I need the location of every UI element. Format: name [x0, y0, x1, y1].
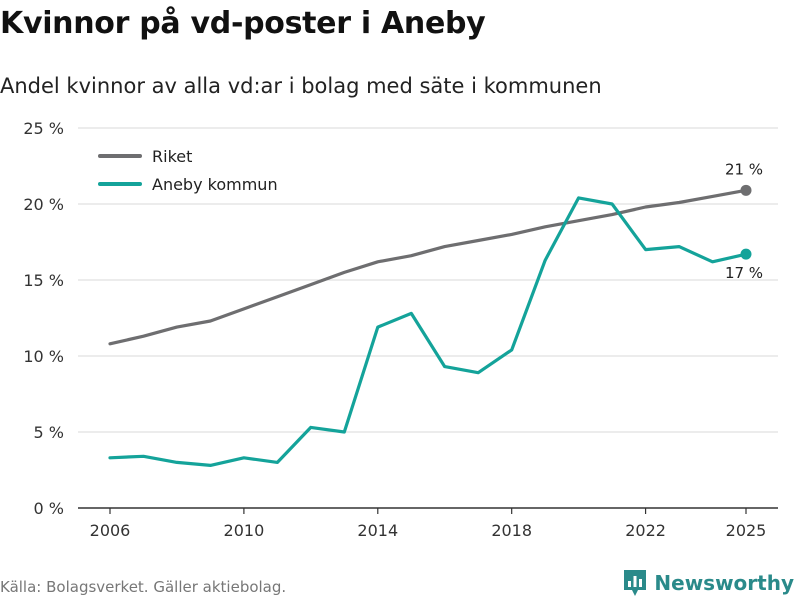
series-line-riket [108, 188, 748, 346]
y-tick-label: 0 % [34, 499, 64, 518]
y-tick-label: 20 % [23, 195, 64, 214]
end-point-riket [740, 184, 752, 196]
x-tick-label: 2006 [90, 521, 131, 540]
end-label-riket: 21 % [725, 160, 763, 178]
x-tick-label: 2025 [726, 521, 767, 540]
end-label-aneby-kommun: 17 % [725, 264, 763, 282]
x-tick-label: 2018 [491, 521, 532, 540]
y-tick-label: 25 % [23, 119, 64, 138]
y-tick-label: 15 % [23, 271, 64, 290]
x-tick-label: 2022 [625, 521, 666, 540]
series-line-aneby-kommun [108, 196, 748, 467]
chart-title: Kvinnor på vd-poster i Aneby [0, 6, 486, 41]
y-tick-label: 5 % [34, 423, 64, 442]
legend: Riket Aneby kommun [98, 147, 278, 194]
chart-subtitle: Andel kvinnor av alla vd:ar i bolag med … [0, 74, 602, 98]
brand-name: Newsworthy [654, 571, 794, 595]
x-tick-label: 2010 [224, 521, 265, 540]
y-tick-label: 10 % [23, 347, 64, 366]
x-tick-label: 2014 [357, 521, 398, 540]
brand-logo: Newsworthy [622, 568, 794, 598]
gridlines [78, 127, 778, 433]
legend-label: Riket [152, 147, 192, 166]
series-group: 21 % 17 % [108, 160, 763, 467]
end-point-aneby-kommun [740, 248, 752, 260]
legend-label: Aneby kommun [152, 175, 278, 194]
source-note: Källa: Bolagsverket. Gäller aktiebolag. [0, 578, 287, 596]
newsworthy-logo-icon [624, 570, 647, 596]
axes: 0 % 5 % 10 % 15 % 20 % 25 % 2006 2010 2014 2018 20… [23, 119, 778, 540]
